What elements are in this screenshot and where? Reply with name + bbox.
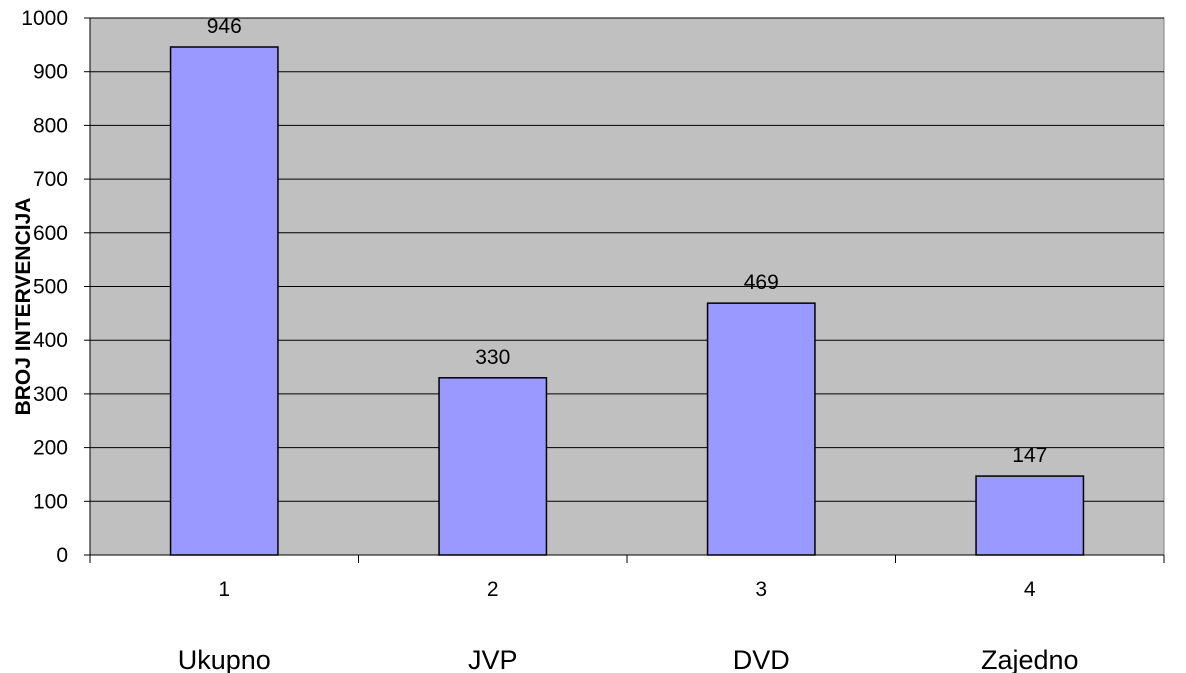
y-tick-label: 700 — [33, 168, 68, 191]
x-tick-label: 1 — [218, 578, 230, 601]
y-tick-label: 400 — [33, 329, 68, 352]
y-tick-label: 900 — [33, 61, 68, 84]
data-label: 946 — [207, 15, 242, 38]
y-axis-title: BROJ INTERVENCIJA — [12, 198, 35, 416]
y-tick-label: 800 — [33, 114, 68, 137]
bar — [169, 46, 279, 556]
bar — [706, 302, 816, 556]
category-label: Zajedno — [981, 645, 1079, 673]
category-label: JVP — [468, 645, 518, 673]
bar — [438, 377, 548, 556]
y-tick-label: 600 — [33, 222, 68, 245]
y-tick-label: 200 — [33, 437, 68, 460]
y-tick-label: 100 — [33, 490, 68, 513]
category-label: Ukupno — [178, 645, 271, 673]
y-tick-label: 1000 — [21, 7, 68, 30]
data-label: 469 — [744, 271, 779, 294]
x-tick-label: 3 — [755, 578, 767, 601]
bar — [975, 475, 1085, 556]
y-tick-label: 0 — [56, 544, 68, 567]
labels: 0 100 200 300 400 500 600 700 800 900 1000 946 1 Ukup… — [21, 7, 1078, 673]
x-tick-label: 4 — [1024, 578, 1036, 601]
bars — [169, 46, 1085, 556]
y-tick-label: 300 — [33, 383, 68, 406]
data-label: 330 — [475, 346, 510, 369]
category-label: DVD — [733, 645, 790, 673]
data-label: 147 — [1012, 444, 1047, 467]
x-tick-label: 2 — [487, 578, 499, 601]
y-tick-label: 500 — [33, 276, 68, 299]
